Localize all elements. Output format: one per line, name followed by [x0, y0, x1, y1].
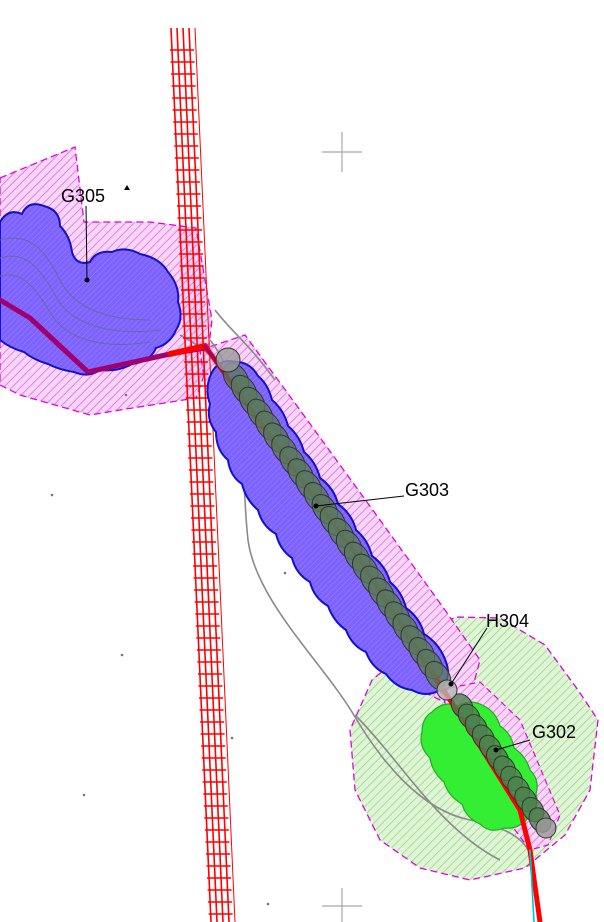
svg-text:H304: H304: [486, 611, 529, 631]
segment-start: [215, 347, 241, 373]
triangle-marker-icon: [124, 185, 130, 190]
segment-end: [535, 817, 557, 839]
rail-line: [170, 27, 236, 922]
segment-chain-g302[interactable]: [447, 690, 556, 837]
contour-lines: [0, 237, 161, 345]
rail-ties: [169, 49, 233, 915]
segment-chain-g303[interactable]: [218, 359, 456, 696]
svg-text:G303: G303: [405, 480, 449, 500]
svg-text:G305: G305: [61, 186, 105, 206]
label-g303: G303: [313, 480, 449, 509]
crosshair-icon: [322, 888, 362, 922]
svg-text:G302: G302: [532, 722, 576, 742]
crosshair-icon: [322, 132, 362, 172]
zone-h304[interactable]: [436, 679, 458, 701]
label-g305: G305: [61, 186, 105, 283]
point-marker-icon: [50, 393, 287, 906]
label-h304: H304: [448, 611, 529, 687]
label-g302: G302: [493, 722, 576, 753]
